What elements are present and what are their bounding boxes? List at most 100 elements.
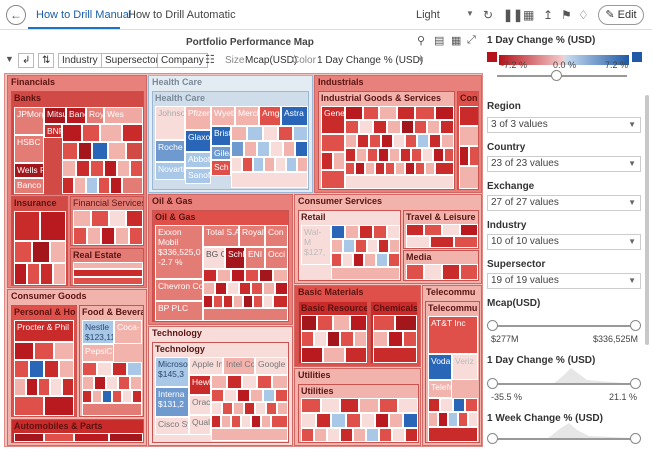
tab-drill-manual[interactable]: How to Drill Manual — [36, 9, 132, 21]
tile[interactable]: BNP — [44, 124, 62, 138]
tile[interactable]: Cisco Sy — [155, 417, 189, 435]
tile-mosaic[interactable] — [203, 269, 288, 321]
sub-health-care[interactable]: Health Care Johnson $145,4 Pfizer Wyeth … — [152, 91, 309, 190]
tile[interactable]: Novartis — [155, 162, 185, 180]
chevron-down-icon[interactable]: ▼ — [417, 55, 425, 64]
tile-mosaic[interactable] — [373, 315, 417, 363]
tile[interactable]: JPMorgan $99,20 — [14, 107, 44, 135]
tile[interactable]: Total S.A. — [203, 225, 239, 247]
group-telecom[interactable]: Telecommu Telecommu AT&T Inc Voda Veriz … — [422, 285, 482, 446]
tile[interactable]: HSBC H $97,40 — [14, 135, 44, 163]
group-consumer-goods[interactable]: Consumer Goods Personal & Hou Procter & … — [7, 289, 147, 446]
tile-mosaic[interactable] — [406, 224, 478, 248]
filter-select-exchange[interactable]: 27 of 27 values ▼ — [487, 195, 641, 211]
tile[interactable]: Oracle — [189, 395, 211, 415]
sub-telecom[interactable]: Telecommu AT&T Inc Voda Veriz Telefo — [425, 301, 480, 443]
tile[interactable]: Banco — [14, 178, 44, 194]
tile[interactable]: Nestle $123,11 — [82, 320, 114, 344]
range-knob-max[interactable] — [630, 433, 641, 444]
group-financials[interactable]: Financials Banks JPMorgan $99,20 Mitsubi… — [7, 75, 147, 288]
tile[interactable]: Royal — [86, 107, 104, 124]
tile[interactable]: Glaxo — [185, 130, 211, 152]
tile[interactable]: Microso $145,3 — [155, 357, 189, 387]
crop-icon[interactable]: ☷ — [205, 54, 215, 66]
bell-icon[interactable]: ♢ — [578, 8, 589, 22]
sub-technology[interactable]: Technology Microso $145,3 Apple Inc Inte… — [152, 342, 289, 443]
tile-mosaic[interactable] — [62, 124, 143, 194]
hierarchy-supersector[interactable]: Supersector — [101, 53, 163, 68]
sub-automobiles[interactable]: Automobiles & Parts — [11, 419, 144, 443]
chevron-down-icon[interactable]: ▼ — [466, 9, 474, 18]
tile[interactable]: Bristol — [211, 126, 231, 146]
group-health-care[interactable]: Health Care Health Care Johnson $145,4 P… — [148, 75, 313, 193]
tile-mosaic[interactable] — [331, 225, 400, 280]
tile-mosaic[interactable] — [301, 315, 367, 363]
tile-mosaic[interactable] — [321, 134, 345, 189]
tile[interactable]: Intel Co — [223, 357, 255, 375]
tile-mosaic[interactable] — [14, 211, 66, 285]
refresh-icon[interactable]: ↻ — [483, 8, 494, 22]
sub-oil-gas[interactable]: Oil & Gas Exxon Mobil $336,525,0 -2.7 % … — [152, 210, 289, 322]
tile-mosaic[interactable] — [14, 342, 74, 416]
sub-real-estate[interactable]: Real Estate — [70, 248, 144, 286]
sub-insurance[interactable]: Insurance — [11, 196, 68, 286]
hierarchy-industry[interactable]: Industry — [58, 53, 102, 68]
tile-mosaic[interactable] — [231, 126, 308, 188]
tile[interactable]: Wes — [104, 107, 143, 124]
tile[interactable]: Hewle — [189, 375, 211, 395]
sub-construction[interactable]: Con — [457, 91, 479, 190]
tile[interactable]: Veriz — [452, 354, 478, 380]
range-knob-min[interactable] — [487, 433, 498, 444]
sub-utilities[interactable]: Utilities — [298, 384, 419, 443]
tile[interactable]: Wyeth — [211, 106, 235, 126]
sub-banks[interactable]: Banks JPMorgan $99,20 Mitsubishi Banco R… — [11, 91, 144, 195]
tile[interactable]: Wal-M $127, — [301, 225, 331, 265]
sub-retail[interactable]: Retail Wal-M $127, — [298, 210, 401, 281]
tile-mosaic[interactable] — [73, 262, 143, 285]
group-utilities[interactable]: Utilities Utilities — [294, 368, 421, 446]
range-knob-min[interactable] — [487, 378, 498, 389]
tile[interactable]: Banco — [66, 107, 86, 124]
tile[interactable]: Occi — [265, 247, 288, 269]
tile[interactable]: AT&T Inc — [428, 316, 478, 354]
tile[interactable]: Con — [265, 225, 288, 247]
tile-mosaic[interactable] — [14, 433, 143, 442]
tile[interactable]: ENI — [245, 247, 265, 269]
book-icon[interactable]: ▤ — [434, 35, 445, 47]
tile[interactable]: BG G — [203, 247, 225, 269]
export-icon[interactable]: ↥ — [543, 8, 554, 22]
size-value[interactable]: Mcap(USD) — [245, 55, 298, 66]
filter-select-country[interactable]: 23 of 23 values ▼ — [487, 156, 641, 172]
tab-drill-automatic[interactable]: How to Drill Automatic — [128, 9, 236, 21]
tile[interactable]: Schl — [225, 247, 245, 269]
tile[interactable]: Merck — [235, 106, 259, 126]
calendar-icon[interactable]: ▦ — [523, 8, 535, 22]
sub-chemicals[interactable]: Chemicals — [370, 301, 418, 364]
treemap[interactable]: Financials Banks JPMorgan $99,20 Mitsubi… — [4, 73, 483, 447]
search-icon[interactable]: ⚲ — [417, 35, 426, 47]
tile[interactable]: Gilead — [211, 146, 231, 160]
tile-mosaic[interactable] — [345, 106, 454, 189]
filter-select-region[interactable]: 3 of 3 values ▼ — [487, 117, 641, 133]
range-knob-min[interactable] — [487, 320, 498, 331]
tile[interactable]: Telefo — [428, 380, 452, 398]
tile[interactable]: Chevron Co — [155, 279, 203, 301]
hierarchy-company[interactable]: Company — [157, 53, 208, 68]
sub-food-beverage[interactable]: Food & Beverag Nestle $123,11 Coca- Peps… — [79, 305, 144, 417]
pause-icon[interactable]: ❚❚ — [503, 8, 524, 22]
tile[interactable]: PepsiC — [82, 344, 114, 362]
theme-select[interactable]: Light — [416, 9, 440, 21]
color-scale-knob[interactable] — [551, 70, 562, 81]
tile[interactable]: Wells F — [14, 163, 44, 178]
sub-media[interactable]: Media — [403, 250, 479, 281]
tile[interactable]: Coca- — [114, 320, 142, 344]
drill-up-icon[interactable]: ↲ — [18, 53, 35, 68]
tile[interactable]: Google — [255, 357, 288, 375]
tile-mosaic[interactable] — [301, 398, 418, 442]
tile[interactable]: Procter & Phil — [14, 320, 74, 342]
tile[interactable]: Mitsubishi — [44, 107, 66, 124]
range-knob-max[interactable] — [630, 320, 641, 331]
filter-select-industry[interactable]: 10 of 10 values ▼ — [487, 234, 641, 250]
chevron-down-icon[interactable]: ▼ — [5, 54, 14, 64]
edit-button[interactable]: ✎ Edit — [598, 5, 644, 25]
